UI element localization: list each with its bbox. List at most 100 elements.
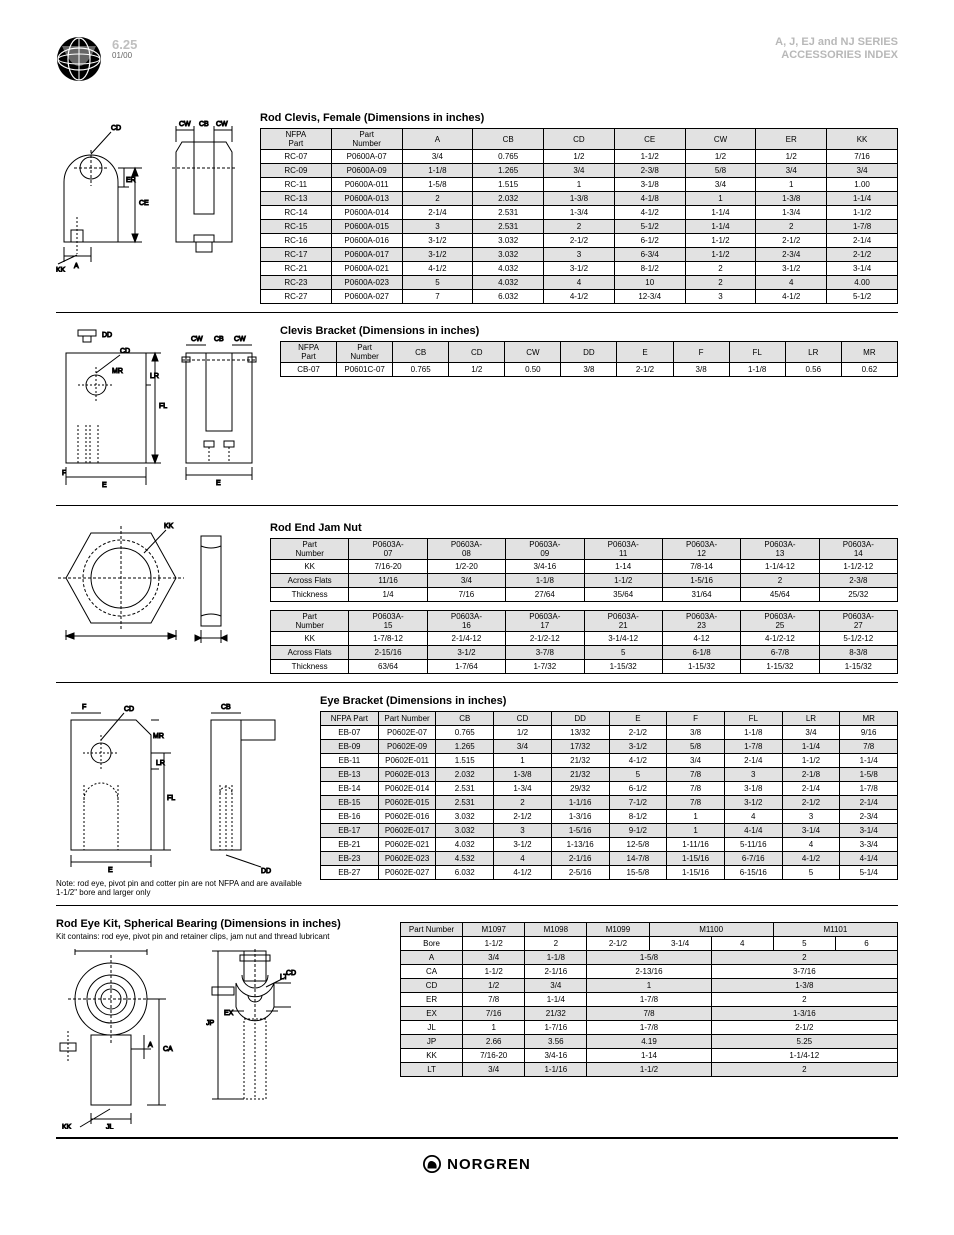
table-cell: P0602E-017 bbox=[378, 824, 436, 838]
table-cell: Thickness bbox=[271, 588, 349, 602]
table-cell: 1-5/8 bbox=[587, 951, 711, 965]
table-cell: 1-1/2 bbox=[584, 574, 662, 588]
table-cell: JP bbox=[401, 1035, 463, 1049]
table-cell: A bbox=[401, 951, 463, 965]
column-header: P0603A-11 bbox=[584, 539, 662, 560]
table-cell: 7/8-14 bbox=[662, 560, 740, 574]
table-cell: 4-1/2 bbox=[614, 206, 685, 220]
rod-eye-kit-table: Part NumberM1097M1098M1099M1100M1101Bore… bbox=[400, 922, 898, 1077]
table-cell: RC-13 bbox=[261, 192, 332, 206]
column-header: P0603A-14 bbox=[819, 539, 897, 560]
table-cell: P0600A-017 bbox=[331, 248, 402, 262]
table-cell: 7/8 bbox=[667, 796, 725, 810]
column-header: NFPAPart bbox=[261, 129, 332, 150]
table-cell: 1.515 bbox=[473, 178, 544, 192]
table-cell: 2 bbox=[685, 262, 756, 276]
table-cell: 3/4 bbox=[463, 951, 525, 965]
table-cell: 2-1/2 bbox=[494, 810, 552, 824]
column-header: P0603A-17 bbox=[506, 611, 584, 632]
table-cell: 5/8 bbox=[667, 740, 725, 754]
table-cell: RC-21 bbox=[261, 262, 332, 276]
table-cell: 14-7/8 bbox=[609, 852, 667, 866]
page-number: 6.25 bbox=[112, 38, 137, 51]
table-cell: 2-1/8 bbox=[782, 768, 840, 782]
table-cell: 29/32 bbox=[551, 782, 609, 796]
table-cell: 5 bbox=[609, 768, 667, 782]
column-header: P0603A-07 bbox=[349, 539, 427, 560]
table-row: RC-21P0600A-0214-1/24.0323-1/28-1/223-1/… bbox=[261, 262, 898, 276]
eye-bracket-note: Note: rod eye, pivot pin and cotter pin … bbox=[56, 879, 306, 897]
table-cell: 5-1/2 bbox=[614, 220, 685, 234]
table-row: EB-21P0602E-0214.0323-1/21-13/1612-5/81-… bbox=[321, 838, 898, 852]
table-cell: CD bbox=[401, 979, 463, 993]
table-cell: 7/16-20 bbox=[349, 560, 427, 574]
table-cell: 9-1/2 bbox=[609, 824, 667, 838]
table-cell: RC-07 bbox=[261, 150, 332, 164]
table-cell: 3/4 bbox=[685, 178, 756, 192]
svg-text:ER: ER bbox=[126, 177, 136, 184]
table-cell: 5 bbox=[584, 646, 662, 660]
table-cell: 7/8 bbox=[587, 1007, 711, 1021]
table-row: RC-14P0600A-0142-1/42.5311-3/44-1/21-1/4… bbox=[261, 206, 898, 220]
table-cell: 3 bbox=[724, 768, 782, 782]
table-cell: 4 bbox=[711, 937, 773, 951]
clevis-bracket-title: Clevis Bracket (Dimensions in inches) bbox=[280, 325, 898, 337]
table-cell: 7/8 bbox=[667, 782, 725, 796]
table-row: EB-07P0602E-070.7651/213/322-1/23/81-1/8… bbox=[321, 726, 898, 740]
table-cell: EB-14 bbox=[321, 782, 379, 796]
column-header: CB bbox=[436, 712, 494, 726]
table-row: RC-11P0600A-0111-5/81.51513-1/83/411.00 bbox=[261, 178, 898, 192]
table-cell: 3/4 bbox=[427, 574, 505, 588]
column-header: DD bbox=[551, 712, 609, 726]
column-header: P0603A-09 bbox=[506, 539, 584, 560]
table-cell: 5 bbox=[773, 937, 835, 951]
table-cell: 2-1/2 bbox=[782, 796, 840, 810]
table-cell: 3-7/16 bbox=[711, 965, 897, 979]
svg-text:DD: DD bbox=[261, 868, 271, 875]
table-cell: Across Flats bbox=[271, 646, 349, 660]
table-cell: 1-1/16 bbox=[525, 1063, 587, 1077]
table-cell: 1-7/64 bbox=[427, 660, 505, 674]
table-cell: 1-3/8 bbox=[494, 768, 552, 782]
table-cell: 1 bbox=[685, 192, 756, 206]
table-cell: P0600A-014 bbox=[331, 206, 402, 220]
column-header: PartNumber bbox=[271, 539, 349, 560]
table-cell: CA bbox=[401, 965, 463, 979]
table-cell: 2-1/4 bbox=[724, 754, 782, 768]
table-row: RC-27P0600A-02776.0324-1/212-3/434-1/25-… bbox=[261, 290, 898, 304]
table-cell: 12-5/8 bbox=[609, 838, 667, 852]
table-row: RC-15P0600A-01532.53125-1/21-1/421-7/8 bbox=[261, 220, 898, 234]
table-cell: 2-1/2 bbox=[609, 726, 667, 740]
column-header: E bbox=[609, 712, 667, 726]
svg-text:CB: CB bbox=[199, 121, 209, 128]
norgren-logo-icon bbox=[423, 1155, 441, 1173]
table-cell: 12-3/4 bbox=[614, 290, 685, 304]
product-line-heading: A, J, EJ and NJ SERIES ACCESSORIES INDEX bbox=[775, 36, 898, 62]
table-cell: 1-7/8 bbox=[840, 782, 898, 796]
table-cell: 1-5/8 bbox=[840, 768, 898, 782]
rod-eye-kit-section: Rod Eye Kit, Spherical Bearing (Dimensio… bbox=[56, 918, 898, 1139]
column-header: F bbox=[673, 342, 729, 363]
svg-text:CW: CW bbox=[179, 121, 191, 128]
table-cell: P0602E-016 bbox=[378, 810, 436, 824]
table-cell: 6-15/16 bbox=[724, 866, 782, 880]
table-row: EB-13P0602E-0132.0321-3/821/3257/832-1/8… bbox=[321, 768, 898, 782]
table-cell: 15-5/8 bbox=[609, 866, 667, 880]
table-row: EB-14P0602E-0142.5311-3/429/326-1/27/83-… bbox=[321, 782, 898, 796]
table-cell: 2-1/2-12 bbox=[506, 632, 584, 646]
table-cell: 5 bbox=[782, 866, 840, 880]
table-cell: P0602E-021 bbox=[378, 838, 436, 852]
table-cell: 6.032 bbox=[473, 290, 544, 304]
clevis-bracket-diagram: DD bbox=[56, 325, 266, 495]
column-header: LR bbox=[782, 712, 840, 726]
table-cell: 1-15/32 bbox=[819, 660, 897, 674]
table-cell: 1 bbox=[756, 178, 827, 192]
column-header: PartNumber bbox=[271, 611, 349, 632]
table-cell: 1-15/16 bbox=[667, 852, 725, 866]
table-cell: 2-3/8 bbox=[819, 574, 897, 588]
table-cell: 2.032 bbox=[473, 192, 544, 206]
column-header: CB bbox=[393, 342, 449, 363]
table-row: EB-16P0602E-0163.0322-1/21-3/168-1/21432… bbox=[321, 810, 898, 824]
column-header: DD bbox=[561, 342, 617, 363]
table-cell: EB-15 bbox=[321, 796, 379, 810]
